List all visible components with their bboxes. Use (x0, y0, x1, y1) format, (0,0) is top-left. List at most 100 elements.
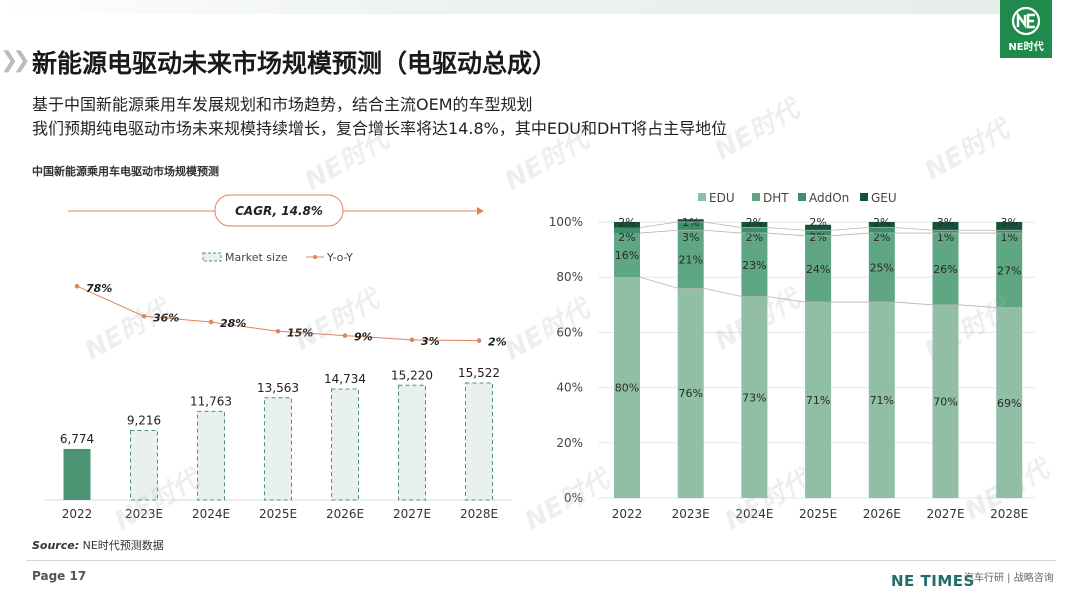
ne-times-logo: NE时代 (1000, 0, 1052, 58)
stack-value-label-dht: 27% (997, 264, 1021, 277)
series-connector-line (639, 221, 1023, 231)
stack-value-label-addon: 1% (1000, 231, 1017, 244)
right-y-tick-label: 40% (556, 381, 583, 395)
watermark-text: NE时代 (919, 114, 1015, 187)
stack-segment-edu (932, 304, 959, 498)
legend-swatch-yoy-dot (313, 255, 317, 259)
market-size-value-label: 9,216 (127, 414, 161, 428)
right-y-tick-label: 20% (556, 436, 583, 450)
source-label: Source: (32, 539, 80, 552)
stack-segment-geu (677, 219, 704, 222)
right-x-tick-label: 2027E (926, 507, 964, 521)
yoy-value-label: 78% (86, 282, 112, 295)
market-size-bar (465, 382, 493, 501)
market-size-bar (264, 397, 292, 501)
right-x-tick-label: 2022 (612, 507, 643, 521)
footer-divider (26, 560, 1056, 561)
source-text: NE时代预测数据 (79, 539, 164, 552)
stack-value-label-addon: 1% (937, 231, 954, 244)
stack-value-label-dht: 26% (933, 263, 957, 276)
market-size-chart: CAGR, 14.8% Market size Y-o-Y 6,774 2022 9… (44, 194, 512, 521)
stack-segment-edu (805, 302, 832, 498)
stack-segment-dht (868, 233, 895, 303)
page-title: 新能源电驱动未来市场规模预测（电驱动总成） (32, 49, 558, 78)
yoy-point (476, 338, 482, 343)
stack-value-label-dht: 24% (806, 263, 830, 276)
yoy-point (141, 313, 147, 319)
stack-value-label-addon: 2% (746, 231, 763, 244)
stack-value-label-edu: 71% (870, 394, 894, 407)
right-x-tick-label: 2025E (799, 507, 837, 521)
footer-brand-tagline: 汽车行研 | 战略咨询 (964, 573, 1054, 584)
cagr-callout (214, 194, 344, 227)
legend-swatch-market-size (202, 252, 222, 262)
yoy-value-label: 3% (421, 335, 440, 348)
market-size-bar (63, 448, 91, 500)
stack-value-label-geu: 3% (937, 216, 954, 229)
market-size-value-label: 15,522 (458, 366, 500, 380)
market-size-value-label: 14,734 (324, 372, 366, 386)
logo-text: NE时代 (1008, 42, 1044, 53)
stack-segment-edu (741, 296, 768, 498)
yoy-point (74, 283, 80, 289)
stack-value-label-edu: 71% (806, 394, 830, 407)
stack-value-label-geu: 3% (1000, 216, 1017, 229)
title-chevron-icon: ❯❯ (0, 48, 31, 73)
stack-value-label-geu: 2% (746, 216, 763, 229)
market-size-value-label: 6,774 (60, 432, 94, 446)
right-y-tick-label: 100% (549, 215, 583, 229)
left-x-tick-label: 2023E (125, 507, 163, 521)
right-x-tick-label: 2028E (990, 507, 1028, 521)
stack-value-label-geu: 2% (618, 216, 635, 229)
stack-segment-dht (805, 235, 832, 303)
legend-swatch-dht (752, 193, 760, 201)
stack-segment-addon (996, 230, 1023, 234)
market-size-bar (130, 430, 158, 501)
stack-value-label-edu: 69% (997, 397, 1021, 410)
stack-segment-dht (996, 233, 1023, 308)
stack-segment-addon (805, 230, 832, 236)
right-y-tick-label: 0% (564, 491, 583, 505)
stack-segment-geu (932, 222, 959, 231)
cagr-arrow-head (477, 207, 484, 215)
stack-value-label-dht: 16% (615, 249, 639, 262)
right-legend: EDU DHT AddOn GEU (698, 191, 897, 205)
legend-label-market-size: Market size (225, 251, 288, 264)
left-x-tick-label: 2025E (259, 507, 297, 521)
page-number: Page 17 (32, 569, 87, 583)
series-connector-line (639, 229, 1023, 237)
stack-segment-dht (932, 233, 959, 305)
stack-segment-edu (677, 288, 704, 498)
stack-segment-geu (741, 222, 768, 228)
stack-value-label-addon: 2% (873, 231, 890, 244)
stack-segment-dht (741, 233, 768, 297)
top-gradient-bar (0, 0, 1000, 14)
stack-segment-addon (677, 222, 704, 231)
yoy-point (342, 333, 348, 338)
stack-segment-addon (932, 230, 959, 234)
market-size-value-label: 15,220 (391, 368, 433, 382)
powertrain-mix-chart: EDU DHT AddOn GEU 0% 20% 40% 60% 80% 100% 80% 16%… (549, 191, 1035, 521)
left-x-tick-label: 2027E (393, 507, 431, 521)
yoy-value-label: 9% (354, 331, 373, 344)
stack-value-label-edu: 70% (933, 395, 957, 408)
right-x-tick-label: 2023E (672, 507, 710, 521)
stack-value-label-addon: 2% (618, 231, 635, 244)
yoy-value-label: 28% (220, 317, 246, 330)
left-legend: Market size Y-o-Y (202, 251, 353, 264)
legend-label-edu: EDU (709, 191, 735, 205)
stack-value-label-edu: 76% (678, 387, 702, 400)
stack-value-label-edu: 73% (742, 391, 766, 404)
legend-label-dht: DHT (763, 191, 789, 205)
legend-swatch-edu (698, 193, 706, 201)
market-size-bar (331, 388, 359, 501)
stack-segment-geu (868, 222, 895, 228)
stack-value-label-dht: 21% (678, 253, 702, 266)
legend-swatch-geu (860, 193, 868, 201)
footer-brand: NE TIMES (891, 572, 975, 590)
right-x-tick-label: 2024E (735, 507, 773, 521)
yoy-value-label: 15% (287, 326, 313, 339)
left-chart-title: 中国新能源乘用车电驱动市场规模预测 (32, 165, 219, 178)
right-x-tick-label: 2026E (863, 507, 901, 521)
stack-segment-addon (614, 227, 640, 234)
